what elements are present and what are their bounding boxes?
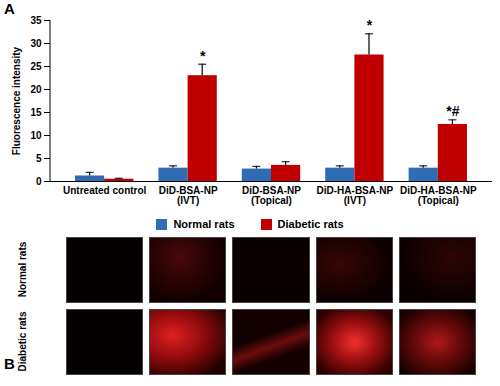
- svg-text:*#: *#: [446, 103, 459, 119]
- svg-text:DiD-HA-BSA-NP(Topical): DiD-HA-BSA-NP(Topical): [400, 185, 477, 206]
- html-text:Normal rats: Normal rats: [173, 218, 235, 230]
- svg-text:30: 30: [30, 38, 42, 49]
- html-text:Diabetic rats: Diabetic rats: [16, 311, 28, 372]
- svg-text:35: 35: [30, 15, 42, 26]
- html-text:A: A: [4, 0, 15, 17]
- svg-text:Fluorescence intensity: Fluorescence intensity: [11, 46, 22, 155]
- svg-text:25: 25: [30, 61, 42, 72]
- svg-text:DiD-BSA-NP(IVT): DiD-BSA-NP(IVT): [159, 185, 218, 206]
- svg-text:5: 5: [36, 153, 42, 164]
- html-text:B: B: [4, 355, 15, 372]
- html-text:Normal rats: Normal rats: [16, 241, 28, 298]
- svg-text:0: 0: [36, 176, 42, 187]
- svg-text:*: *: [200, 48, 206, 64]
- svg-text:15: 15: [30, 107, 42, 118]
- svg-text:20: 20: [30, 84, 42, 95]
- svg-text:*: *: [367, 17, 373, 33]
- svg-text:10: 10: [30, 130, 42, 141]
- svg-text:DiD-BSA-NP(Topical): DiD-BSA-NP(Topical): [242, 185, 301, 206]
- svg-text:DiD-HA-BSA-NP(IVT): DiD-HA-BSA-NP(IVT): [317, 185, 394, 206]
- svg-text:Untreated control: Untreated control: [63, 185, 147, 196]
- html-text:Diabetic rats: Diabetic rats: [277, 218, 344, 230]
